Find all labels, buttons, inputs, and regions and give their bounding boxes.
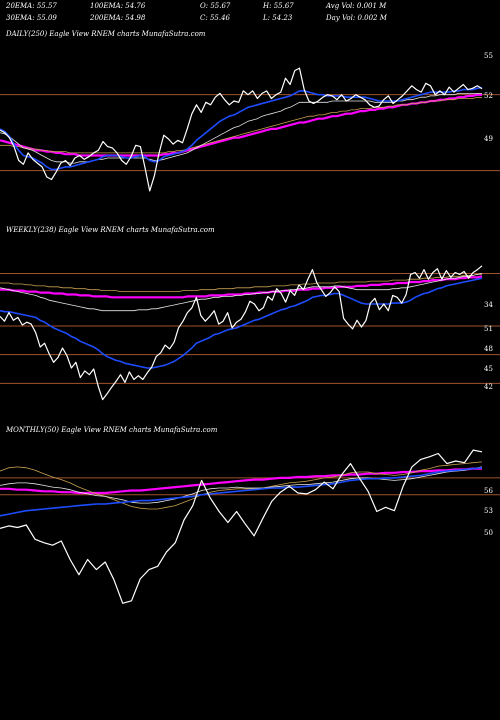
daily-chart-title: DAILY(250) Eagle View RNEM charts Munafa… [6,30,206,38]
y-tick-label: 48 [484,345,493,353]
y-tick-label: 45 [484,365,493,373]
header-open: O: 55.67 [200,2,231,10]
header-low: L: 54.23 [263,14,293,22]
series-line-price [0,265,483,401]
y-tick-label: 53 [484,507,493,515]
y-tick-label: 50 [484,529,493,537]
weekly-chart: 34 51 48 45 42 [0,265,500,401]
series-line-price [0,449,483,604]
header-100ema: 100EMA: 54.76 [90,2,146,10]
y-tick-label: 52 [484,92,493,100]
monthly-chart-title: MONTHLY(50) Eagle View RNEM charts Munaf… [6,426,218,434]
y-tick-label: 55 [484,52,493,60]
monthly-chart: 56 53 50 [0,449,500,604]
daily-chart: 55 52 49 [0,52,500,192]
y-tick-label: 42 [484,383,493,391]
header-day-vol: Day Vol: 0.002 M [326,14,387,22]
series-line-ema30 [0,93,483,164]
header-close: C: 55.46 [200,14,230,22]
series-line-ema30 [0,466,483,504]
y-tick-label: 49 [484,135,493,143]
header-20ema: 20EMA: 55.57 [6,2,57,10]
series-line-ema100 [0,274,482,292]
series-line-ema200 [0,275,483,299]
y-tick-label: 34 [484,301,493,309]
series-line-price [0,67,483,192]
series-line-ema200 [0,467,482,495]
series-line-ema20 [0,467,483,517]
series-line-ema100 [0,461,483,510]
header-200ema: 200EMA: 54.98 [90,14,146,22]
series-line-ema100 [0,96,483,154]
header-high: H: 55.67 [263,2,294,10]
header-avg-vol: Avg Vol: 0.001 M [326,2,387,10]
y-tick-label: 56 [484,487,493,495]
series-line-ema30 [0,273,483,312]
series-line-ema20 [0,86,483,171]
y-tick-label: 51 [484,325,493,333]
weekly-chart-title: WEEKLY(238) Eagle View RNEM charts Munaf… [6,226,215,234]
header-30ema: 30EMA: 55.09 [6,14,57,22]
